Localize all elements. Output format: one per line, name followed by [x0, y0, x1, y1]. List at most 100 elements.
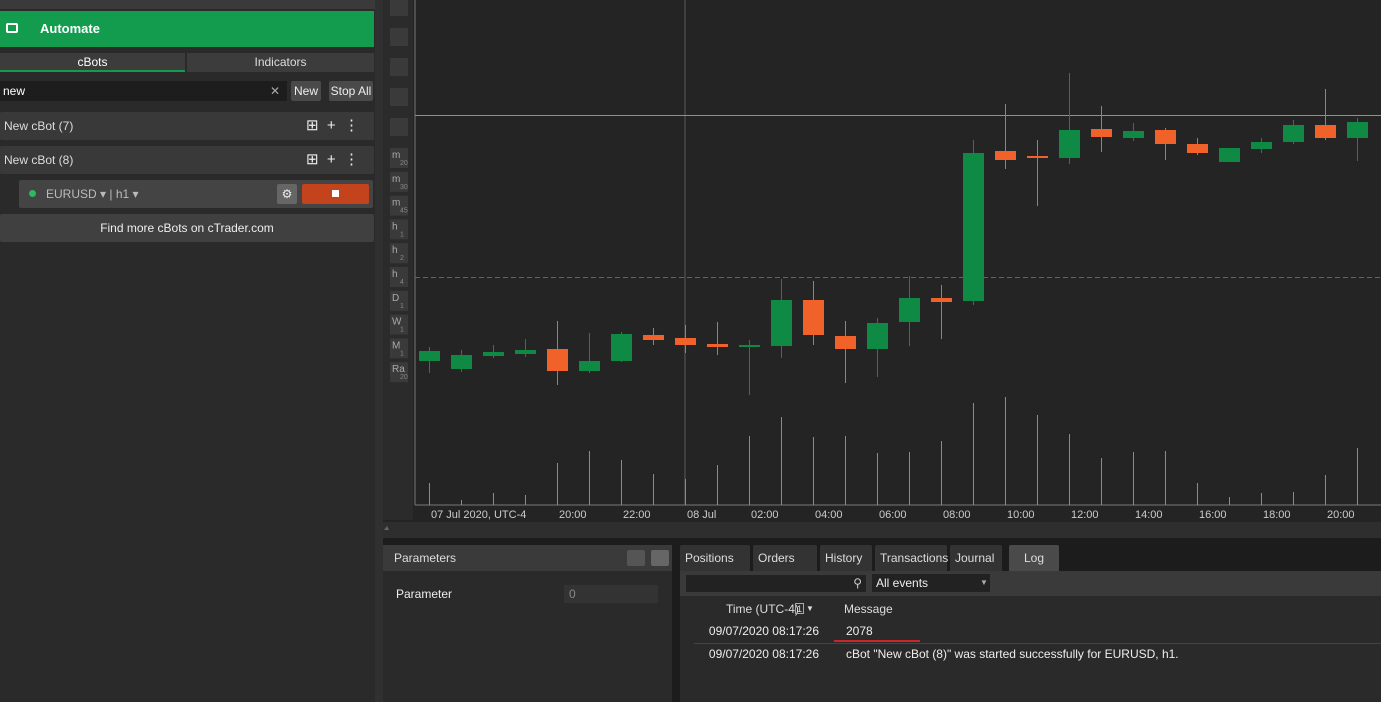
tab[interactable]: Indicators [187, 53, 374, 72]
log-tab[interactable]: History [820, 545, 872, 571]
dropdown-arrow: ▼ [980, 578, 988, 587]
top-bar [0, 0, 375, 9]
log-tab[interactable]: Positions0 [680, 545, 750, 591]
log-tab[interactable]: Transactions [875, 545, 948, 571]
bot-row[interactable]: New cBot (8) [0, 146, 374, 174]
x-tick-label: 04:00 [815, 509, 843, 521]
candle-body [1059, 130, 1080, 158]
timeframe-button[interactable] [390, 219, 408, 240]
x-tick-label: 02:00 [751, 509, 779, 521]
stop-icon [332, 190, 339, 197]
x-tick-label: 16:00 [1199, 509, 1227, 521]
scrollbar[interactable] [383, 522, 1381, 538]
candle-body [1219, 148, 1240, 162]
candle-body [803, 300, 824, 335]
candle-body [643, 335, 664, 340]
stop-all-button[interactable]: Stop All [329, 81, 373, 101]
tab-label: Journal [955, 551, 995, 565]
x-tick-label: 08:00 [943, 509, 971, 521]
candle-body [419, 351, 440, 361]
search-input[interactable]: new [0, 81, 287, 101]
candle-body [1155, 130, 1176, 144]
x-tick-label: 18:00 [1263, 509, 1291, 521]
candle-body [1347, 122, 1368, 138]
panel-icon[interactable] [627, 550, 645, 566]
timeframe-n: 45 [400, 208, 408, 215]
log-tab[interactable]: Log [1009, 545, 1059, 571]
param-input[interactable]: 0 [564, 585, 658, 603]
candle-body [611, 334, 632, 361]
timeframe-button[interactable] [390, 267, 408, 287]
bot-name: New cBot (7) [4, 119, 74, 133]
log-message: cBot "New cBot (8)" was started successf… [846, 647, 1179, 661]
timeframe-button[interactable] [390, 148, 408, 168]
timeframe-unit: h [392, 221, 398, 232]
candle-body [931, 298, 952, 302]
x-tick-label: 14:00 [1135, 509, 1163, 521]
candle-body [1315, 125, 1336, 138]
sidebar [0, 0, 375, 702]
timeframe-button[interactable] [390, 243, 408, 264]
sort-badge[interactable]: 1 [795, 603, 804, 614]
tool-icon[interactable] [390, 28, 408, 46]
scroll-arrow[interactable] [384, 526, 389, 530]
panel-icon[interactable] [651, 550, 669, 566]
timeframe-button[interactable] [390, 314, 408, 335]
bot-row[interactable]: New cBot (7) [0, 112, 374, 140]
stop-button[interactable] [302, 184, 369, 204]
candle-body [483, 352, 504, 356]
timeframe-unit: m [392, 174, 400, 185]
candle-body [1283, 125, 1304, 142]
timeframe-unit: M [392, 340, 400, 351]
candle-body [1027, 156, 1048, 158]
symbol: EURUSD [46, 187, 97, 201]
log-tab[interactable]: Journal [950, 545, 1002, 571]
x-tick-label: 06:00 [879, 509, 907, 521]
tab[interactable]: cBots [0, 53, 185, 72]
clear-icon[interactable]: ✕ [270, 84, 281, 98]
timeframe-n: 1 [400, 231, 404, 238]
timeframe-button[interactable] [390, 290, 408, 311]
timeframe-button[interactable] [390, 195, 408, 216]
robot-icon [6, 23, 18, 33]
candle-body [867, 323, 888, 349]
new-button[interactable]: New [291, 81, 321, 101]
x-tick-label: 10:00 [1007, 509, 1035, 521]
timeframe-button[interactable] [390, 171, 408, 192]
param-name: Parameter [396, 587, 453, 601]
timeframe-button[interactable] [390, 362, 408, 383]
settings-button[interactable]: ⚙ [277, 184, 297, 204]
tool-icon[interactable] [390, 0, 408, 16]
status-dot [29, 190, 36, 197]
x-tick-label: 07 Jul 2020, UTC-4 [431, 509, 526, 521]
log-tab[interactable]: Orders0 [753, 545, 817, 591]
tool-icon[interactable] [390, 88, 408, 106]
filter-dropdown[interactable]: All events [872, 574, 990, 592]
column-header[interactable]: Message [844, 602, 893, 616]
timeframe-button[interactable] [390, 338, 408, 359]
log-search[interactable]: ⚲ [686, 575, 866, 592]
candle-body [835, 336, 856, 349]
log-time: 09/07/2020 08:17:26 [708, 624, 819, 638]
row-divider [694, 643, 1381, 644]
timeframe-unit: m [392, 198, 400, 209]
automate-header: Automate [0, 11, 374, 47]
timeframe-n: 2 [400, 255, 404, 262]
filter-value: All events [876, 576, 929, 590]
column-header[interactable]: Time (UTC-4) [726, 602, 799, 616]
tool-icon[interactable] [390, 118, 408, 136]
timeframe-n: 1 [400, 350, 404, 357]
row-icons[interactable]: ⊞ + ⋮ [306, 151, 359, 168]
row-icons[interactable]: ⊞ + ⋮ [306, 117, 359, 134]
timeframe-n: 30 [400, 184, 408, 191]
bot-name: New cBot (8) [4, 153, 74, 167]
timeframe-unit: h [392, 245, 398, 256]
panel-title: Parameters [394, 551, 457, 565]
find-more-link[interactable]: Find more cBots on cTrader.com [0, 214, 374, 242]
log-message: 2078 [846, 624, 873, 638]
tool-icon[interactable] [390, 58, 408, 76]
candle-body [1251, 142, 1272, 149]
x-tick-label: 20:00 [559, 509, 587, 521]
parameters-panel [383, 545, 672, 702]
